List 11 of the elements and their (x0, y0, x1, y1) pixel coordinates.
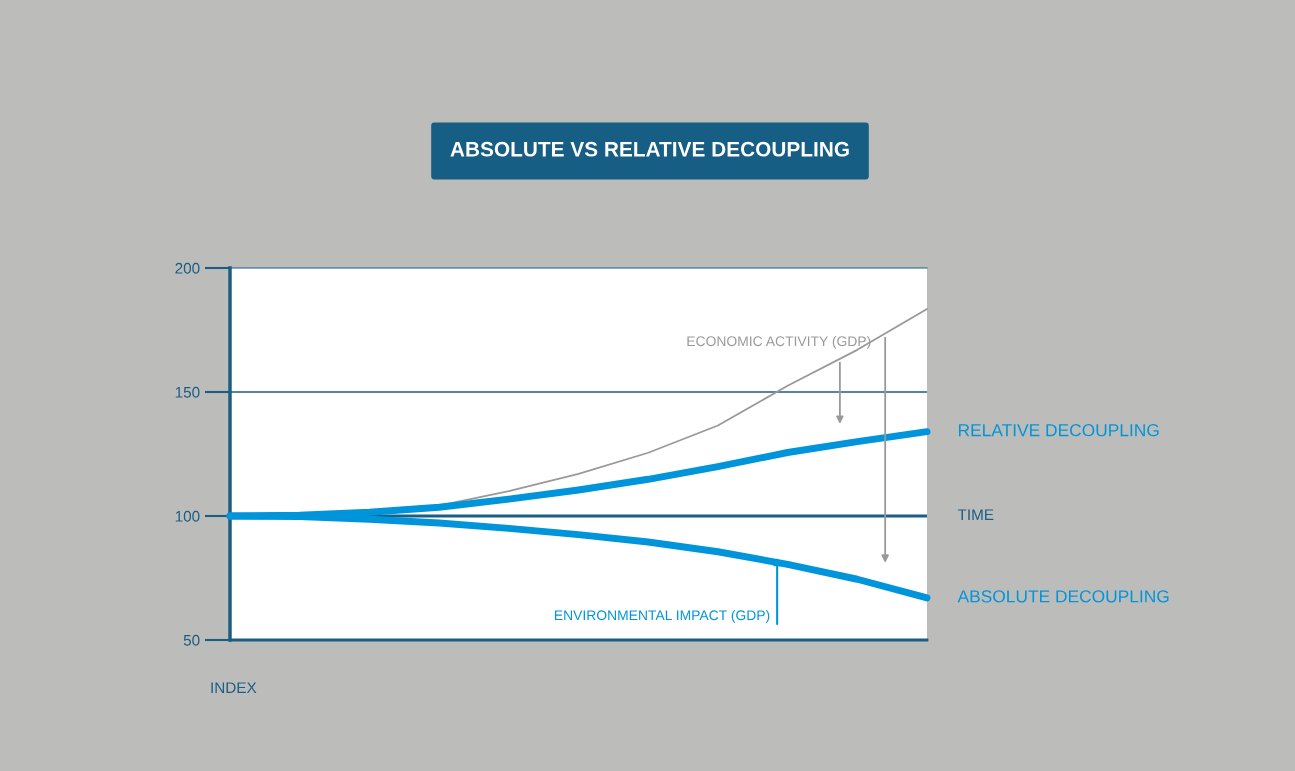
y-tick-label: 200 (175, 262, 200, 274)
series-label: RELATIVE DECOUPLING (958, 424, 1159, 437)
y-axis-title: INDEX (211, 682, 257, 693)
y-tick-label: 100 (175, 510, 200, 522)
series-label: ECONOMIC ACTIVITY (GDP) (687, 335, 871, 349)
chart-title: ABSOLUTE VS RELATIVE DECOUPLING (450, 141, 849, 157)
x-axis-title: TIME (957, 509, 994, 520)
series-label: ABSOLUTE DECOUPLING (957, 590, 1169, 603)
y-tick-label: 150 (175, 386, 200, 398)
annotation: ENVIRONMENTAL IMPACT (GDP) (554, 609, 770, 623)
y-tick-label: 50 (183, 634, 200, 646)
